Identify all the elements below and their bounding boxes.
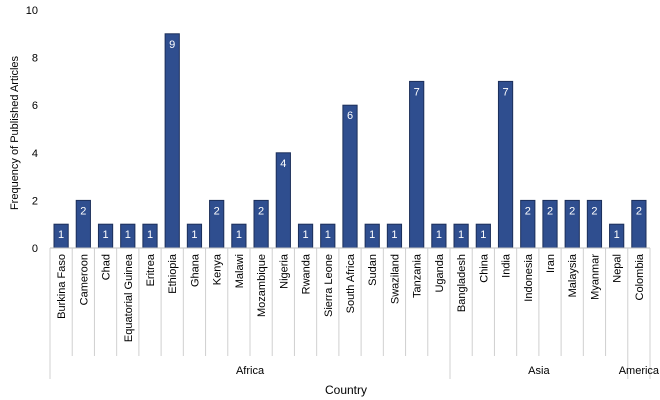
data-label: 1 [147,229,153,241]
x-tick-label: Malawi [234,254,246,288]
data-label: 1 [391,229,397,241]
x-tick-label: Burkina Faso [56,254,68,319]
bar [409,80,425,249]
x-tick-label: Colombia [634,253,646,300]
x-axis-title: Country [325,383,367,397]
data-label: 2 [591,205,597,217]
bar [342,104,358,249]
data-label: 1 [458,229,464,241]
y-tick-label: 8 [32,53,38,65]
x-tick-label: Tanzania [412,253,424,298]
data-label: 2 [80,205,86,217]
y-axis: 0 2 4 6 8 10 [26,5,38,255]
y-tick-label: 2 [32,195,38,207]
data-label: 2 [258,205,264,217]
data-label: 4 [280,158,286,170]
data-label: 1 [58,229,64,241]
x-tick-label: Cameroon [78,254,90,305]
x-tick-label: Ghana [189,253,201,287]
data-label: 1 [102,229,108,241]
data-label: 1 [236,229,242,241]
group-label: Asia [528,365,550,377]
x-tick-label: Malaysia [567,253,579,297]
data-label: 2 [636,205,642,217]
x-tick-label: China [478,253,490,283]
bar [497,80,514,249]
data-label: 2 [547,205,553,217]
y-tick-label: 4 [32,148,38,160]
y-tick-label: 10 [26,5,38,17]
x-tick-label: Bangladesh [456,254,468,312]
x-tick-label: Equatorial Guinea [123,253,135,342]
x-tick-label: Sierra Leone [323,254,335,317]
data-label: 1 [614,229,620,241]
x-tick-label: Mozambique [256,254,268,317]
y-tick-label: 6 [32,100,38,112]
data-label: 1 [302,229,308,241]
data-label: 1 [436,229,442,241]
data-label: 1 [125,229,131,241]
x-tick-label: Nepal [612,254,624,283]
x-tick-label: Eritrea [145,253,157,286]
x-axis: Burkina Faso Cameroon Chad Equatorial Guine… [49,247,651,356]
group-label: America [619,365,660,377]
x-tick-label: Iran [545,254,557,273]
x-tick-label: Swaziland [389,254,401,304]
x-tick-label: Rwanda [301,253,313,294]
data-label: 1 [325,229,331,241]
data-label: 2 [214,205,220,217]
x-tick-label: South Africa [345,253,357,313]
x-tick-label: India [501,253,513,278]
x-tick-label: Kenya [212,253,224,285]
x-tick-label: Ethiopia [167,253,179,294]
x-tick-label: Chad [101,254,113,280]
data-label: 2 [569,205,575,217]
data-label: 1 [191,229,197,241]
x-tick-label: Uganda [434,253,446,292]
data-label: 1 [369,229,375,241]
x-tick-label: Nigeria [278,253,290,289]
y-axis-title: Frequency of Published Articles [9,55,21,210]
bar [164,33,180,249]
group-label: Africa [236,365,265,377]
data-label: 6 [347,110,353,122]
data-label: 1 [480,229,486,241]
data-label: 7 [414,86,420,98]
data-label: 2 [525,205,531,217]
y-tick-label: 0 [32,243,38,255]
x-tick-label: Myanmar [589,254,601,300]
category-groups: Africa Asia America [49,356,660,379]
data-label: 9 [169,39,175,51]
data-label: 7 [502,86,508,98]
x-tick-label: Sudan [367,254,379,286]
bars [53,33,647,249]
x-tick-label: Indonesia [523,253,535,302]
